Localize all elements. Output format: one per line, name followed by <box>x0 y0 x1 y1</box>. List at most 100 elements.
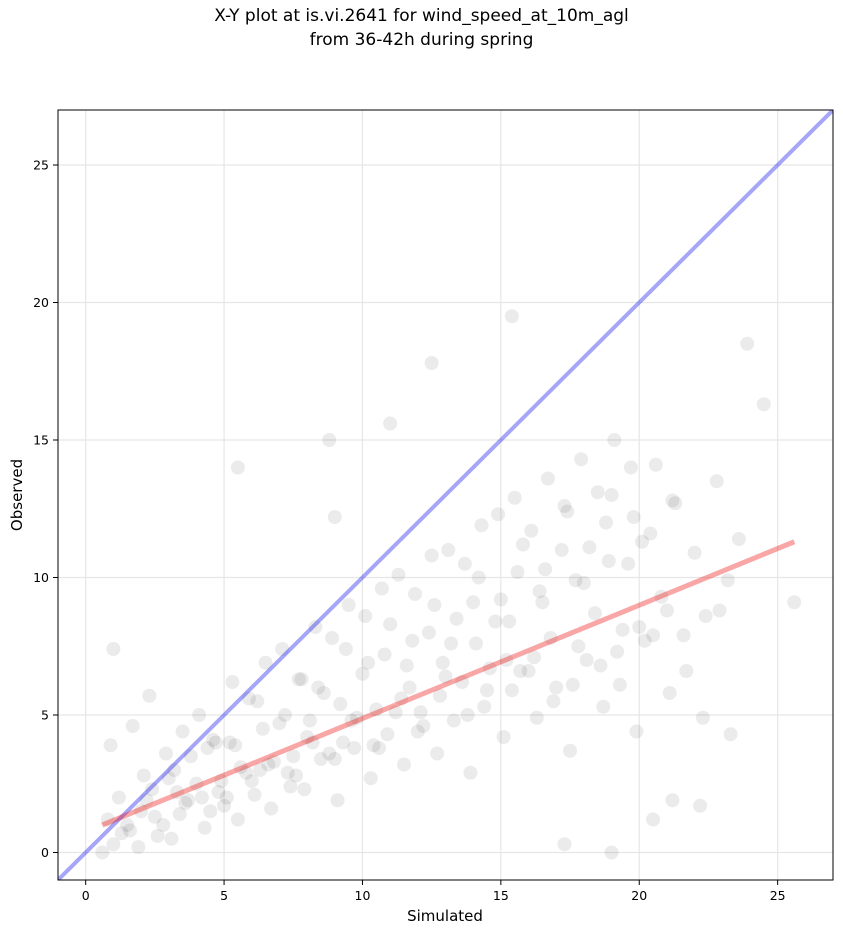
data-point <box>383 416 398 431</box>
data-point <box>435 655 450 670</box>
data-point <box>297 782 312 797</box>
data-point <box>361 655 375 670</box>
data-point <box>261 757 276 772</box>
y-tick-label: 20 <box>33 295 49 310</box>
data-point <box>341 598 356 612</box>
data-point <box>308 620 323 634</box>
data-point <box>283 779 298 794</box>
data-point <box>471 570 486 585</box>
data-point <box>502 614 517 629</box>
data-point <box>756 397 771 412</box>
data-point <box>192 708 207 722</box>
data-point <box>325 631 340 645</box>
data-point <box>253 763 268 777</box>
data-point <box>557 499 572 513</box>
data-point <box>147 809 162 824</box>
data-point <box>122 823 137 838</box>
data-point <box>333 697 348 711</box>
data-point <box>327 510 342 524</box>
data-point <box>264 801 279 816</box>
data-point <box>565 677 580 692</box>
data-point <box>601 554 616 568</box>
data-point <box>156 818 171 832</box>
data-point <box>161 771 176 786</box>
data-point <box>366 738 381 753</box>
data-point <box>529 710 544 725</box>
data-point <box>336 735 351 750</box>
data-point <box>244 774 259 788</box>
data-point <box>302 713 317 728</box>
data-point <box>607 433 622 447</box>
data-point <box>394 691 409 706</box>
data-points <box>95 309 802 860</box>
data-point <box>676 628 691 643</box>
x-tick-label: 5 <box>220 888 228 903</box>
data-point <box>330 793 345 808</box>
data-point <box>289 768 304 783</box>
data-point <box>277 708 292 722</box>
data-point <box>540 471 555 486</box>
data-point <box>659 603 674 618</box>
data-point <box>233 760 248 775</box>
data-point <box>355 666 370 681</box>
data-point <box>740 336 755 351</box>
data-point <box>189 776 204 791</box>
data-point <box>695 710 710 725</box>
data-point <box>709 474 724 489</box>
data-point <box>493 592 508 607</box>
data-point <box>305 735 320 750</box>
data-point <box>410 724 425 739</box>
x-tick-label: 10 <box>355 888 371 903</box>
data-point <box>623 460 638 475</box>
data-point <box>206 732 220 747</box>
data-point <box>731 532 746 546</box>
data-point <box>496 730 511 744</box>
data-point <box>167 763 182 777</box>
data-point <box>175 724 190 739</box>
data-point <box>230 812 245 827</box>
data-point <box>258 655 273 670</box>
data-point <box>380 727 395 742</box>
data-point <box>455 675 470 689</box>
data-point <box>632 620 647 634</box>
data-point <box>698 609 713 623</box>
data-point <box>430 746 445 761</box>
axis-ticks: 0 5 10 15 20 25 0 5 10 15 20 25 <box>33 158 786 904</box>
data-point <box>579 653 594 667</box>
data-point <box>183 749 198 764</box>
data-point <box>142 688 157 703</box>
data-point <box>327 752 342 766</box>
data-point <box>363 771 378 786</box>
grid-lines <box>58 110 833 880</box>
data-point <box>463 765 478 780</box>
data-point <box>524 523 539 538</box>
data-point <box>574 452 589 467</box>
data-point <box>241 691 256 706</box>
data-point <box>219 790 234 805</box>
data-point <box>203 804 218 819</box>
data-point <box>646 628 661 643</box>
data-point <box>338 642 353 656</box>
data-point <box>424 548 439 563</box>
data-point <box>383 617 398 632</box>
x-tick-label: 25 <box>770 888 786 903</box>
data-point <box>648 457 663 472</box>
data-point <box>230 460 245 475</box>
y-tick-label: 25 <box>33 158 49 173</box>
data-point <box>164 831 179 846</box>
x-tick-label: 20 <box>631 888 647 903</box>
data-point <box>136 768 151 783</box>
data-point <box>723 727 738 742</box>
data-point <box>457 556 472 571</box>
data-point <box>635 534 650 549</box>
data-point <box>504 309 519 324</box>
data-point <box>521 664 536 678</box>
data-point <box>424 356 439 370</box>
data-point <box>593 658 608 673</box>
x-tick-label: 15 <box>493 888 509 903</box>
data-point <box>391 567 406 582</box>
data-point <box>111 790 126 805</box>
data-point <box>557 837 572 852</box>
data-point <box>787 595 802 610</box>
